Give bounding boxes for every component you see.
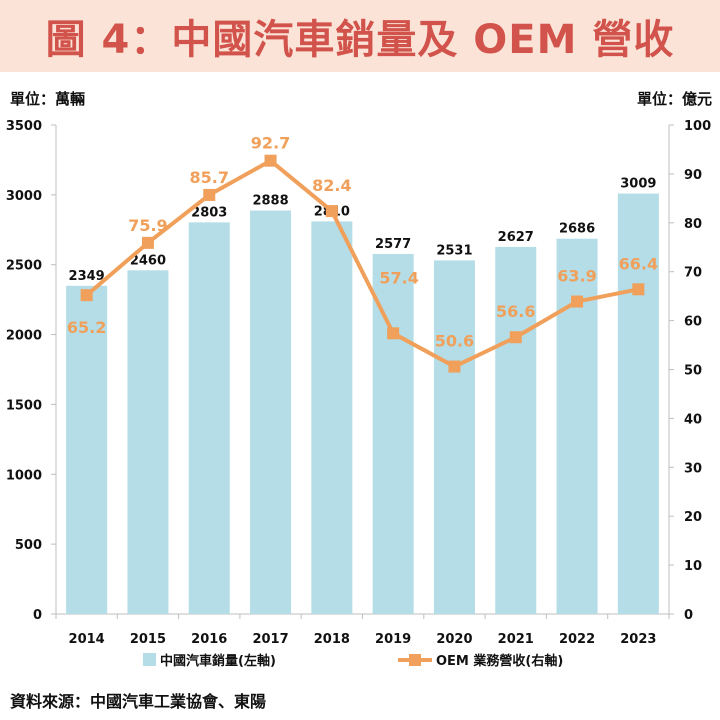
line-value-label: 56.6 — [496, 302, 535, 321]
left-axis-tick-label: 2500 — [6, 259, 42, 274]
bar-value-label: 2686 — [559, 222, 595, 237]
line-point — [571, 295, 584, 308]
line-value-label: 82.4 — [312, 176, 351, 195]
x-axis-label: 2017 — [252, 632, 288, 647]
bar — [66, 285, 108, 614]
right-axis-tick-label: 0 — [684, 608, 693, 623]
left-axis-tick-label: 1000 — [6, 468, 42, 483]
left-axis-tick-label: 1500 — [6, 398, 42, 413]
x-axis-label: 2018 — [314, 632, 350, 647]
left-axis-tick-label: 3000 — [6, 189, 42, 204]
right-axis-tick-label: 90 — [684, 168, 702, 183]
left-axis-tick-label: 500 — [15, 538, 42, 553]
title-band: 圖 4：中國汽車銷量及 OEM 營收 — [0, 0, 720, 72]
line-point — [264, 154, 277, 167]
right-axis-unit: 單位：億元 — [636, 90, 712, 108]
legend-bar-label: 中國汽車銷量(左軸) — [160, 653, 276, 669]
left-axis-tick-label: 2000 — [6, 329, 42, 344]
page-title: 圖 4：中國汽車銷量及 OEM 營收 — [45, 17, 675, 63]
x-axis-label: 2014 — [69, 632, 105, 647]
right-axis-tick-label: 20 — [684, 510, 702, 525]
x-axis-label: 2020 — [436, 632, 472, 647]
legend-line-label: OEM 業務營收(右軸) — [436, 653, 563, 669]
line-point — [325, 205, 338, 218]
line-point — [203, 188, 216, 201]
bar — [433, 260, 475, 614]
x-axis-label: 2016 — [191, 632, 227, 647]
right-axis-tick-label: 60 — [684, 315, 702, 330]
bar — [250, 210, 292, 615]
line-point — [448, 360, 461, 373]
right-axis-tick-label: 100 — [684, 119, 711, 134]
line-value-label: 85.7 — [190, 168, 229, 187]
line-value-label: 50.6 — [435, 332, 474, 351]
bar — [372, 253, 414, 614]
bar-value-label: 2888 — [252, 194, 288, 209]
bar-value-label: 2627 — [498, 230, 534, 245]
left-axis-tick-label: 0 — [33, 608, 42, 623]
bar — [311, 221, 353, 614]
bar — [556, 238, 598, 615]
line-value-label: 57.4 — [379, 268, 418, 287]
x-axis-label: 2022 — [559, 632, 595, 647]
bar — [617, 193, 659, 614]
bar-value-label: 2349 — [69, 269, 105, 284]
bar-value-label: 2460 — [130, 253, 166, 268]
bar-value-label: 2531 — [436, 243, 472, 258]
right-axis-tick-label: 10 — [684, 559, 702, 574]
right-axis-tick-label: 40 — [684, 412, 702, 427]
left-axis-unit: 單位：萬輛 — [10, 90, 86, 108]
bar — [495, 246, 537, 614]
x-axis-label: 2019 — [375, 632, 411, 647]
line-point — [509, 331, 522, 344]
left-axis-tick-label: 3500 — [6, 119, 42, 134]
x-axis-label: 2023 — [620, 632, 656, 647]
right-axis-tick-label: 70 — [684, 266, 702, 281]
line-point — [141, 236, 154, 249]
oem-revenue-line — [85, 158, 639, 369]
bar — [127, 270, 169, 614]
line-point — [387, 327, 400, 340]
right-axis-tick-label: 50 — [684, 364, 702, 379]
right-axis-tick-label: 80 — [684, 217, 702, 232]
line-value-label: 75.9 — [128, 216, 167, 235]
line-point — [80, 289, 93, 302]
bar-value-label: 2803 — [191, 205, 227, 220]
line-point — [632, 283, 645, 296]
bar-value-label: 2577 — [375, 237, 411, 252]
line-value-label: 66.4 — [619, 254, 658, 273]
right-axis-tick-label: 30 — [684, 461, 702, 476]
legend-bar-swatch — [143, 653, 156, 666]
bar — [188, 222, 230, 614]
bar-value-label: 3009 — [620, 177, 656, 192]
line-value-label: 92.7 — [251, 134, 290, 153]
line-value-label: 65.2 — [67, 318, 106, 337]
x-axis-label: 2021 — [498, 632, 534, 647]
legend-line-marker — [409, 654, 421, 666]
source-note: 資料來源：中國汽車工業協會、東陽 — [10, 692, 267, 711]
x-axis-label: 2015 — [130, 632, 166, 647]
line-value-label: 63.9 — [557, 267, 596, 286]
